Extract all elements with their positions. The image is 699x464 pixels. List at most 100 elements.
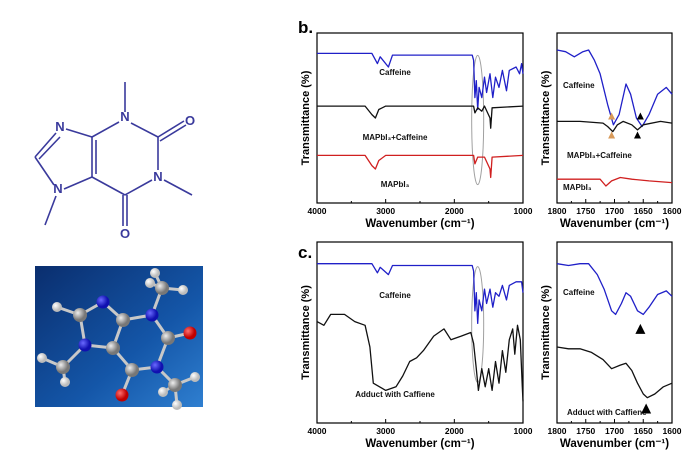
series-line-0: [317, 263, 524, 325]
atom-label-n: N: [120, 109, 129, 124]
chart-b-zoom: 1800 1750 1700 1650 1600 Wavenumber (cm⁻¹) Tra…: [540, 32, 682, 230]
peak-marker-triangle: [641, 403, 652, 414]
x-tick-label: 1800: [548, 426, 567, 436]
series-label: Adduct with Caffiene: [567, 408, 647, 417]
series-line-2: [317, 154, 524, 179]
y-axis-label: Transmittance (%): [540, 285, 552, 380]
series-line-1: [317, 105, 524, 129]
chart-c: 4000 3000 2000 1000 Wavenumber (cm⁻¹) Transmi…: [300, 241, 533, 450]
x-tick-label: 3000: [376, 426, 395, 436]
x-tick-label: 1650: [634, 426, 653, 436]
x-tick-label: 1000: [514, 206, 533, 216]
atom-label-o: O: [185, 113, 195, 128]
series-line-1: [316, 313, 524, 402]
series-label: MAPbI₃+Caffeine: [567, 151, 632, 160]
peak-marker-triangle: [636, 112, 644, 120]
series-line-0: [556, 49, 673, 128]
model-atom-n: [150, 360, 164, 374]
x-tick-label: 1600: [663, 426, 682, 436]
model-atom-c: [155, 281, 169, 295]
model-atom-h: [52, 302, 62, 312]
x-tick-label: 1700: [605, 426, 624, 436]
series-label: Caffeine: [379, 291, 411, 300]
highlight-ellipse: [471, 54, 485, 186]
model-atom-c: [106, 341, 120, 355]
chart-c-zoom: 1800 1750 1700 1650 1600 Wavenumber (cm⁻¹) Tra…: [540, 241, 682, 450]
series-label: MAPbI₃: [563, 183, 592, 192]
caffeine-structure-2d: [34, 82, 193, 226]
peak-marker-triangle: [608, 112, 616, 120]
y-axis-label: Transmittance (%): [300, 70, 312, 165]
series-line-1: [557, 120, 673, 133]
peak-marker-triangle: [635, 323, 646, 334]
model-atom-c: [168, 378, 182, 392]
series-label: Caffeine: [563, 288, 595, 297]
bond: [65, 128, 93, 138]
atom-label-o: O: [120, 226, 130, 241]
model-atom-o: [183, 326, 197, 340]
double-bond: [38, 136, 61, 160]
plot-frame: [316, 32, 524, 204]
x-tick-label: 2000: [445, 206, 464, 216]
bond: [91, 121, 120, 138]
x-axis-label: Wavenumber (cm⁻¹): [365, 218, 474, 230]
peak-marker-triangle: [634, 131, 641, 139]
series-line-0: [317, 52, 524, 111]
series-line-0: [556, 263, 673, 316]
series-label: MAPbI₃+Caffeine: [363, 133, 428, 142]
model-atom-n: [78, 338, 92, 352]
x-tick-label: 1000: [514, 426, 533, 436]
y-axis-label: Transmittance (%): [300, 285, 312, 380]
carbonyl-bond: [157, 120, 185, 138]
x-tick-label: 1750: [576, 206, 595, 216]
series-line-2: [557, 176, 673, 187]
x-tick-label: 2000: [445, 426, 464, 436]
x-tick-label: 1600: [663, 206, 682, 216]
atom-label-n: N: [153, 169, 162, 184]
model-atom-h: [172, 400, 182, 410]
y-axis-label: Transmittance (%): [540, 70, 552, 165]
model-atom-o: [115, 388, 129, 402]
caffeine-ball-and-stick-model: [35, 266, 203, 410]
model-atom-h: [60, 377, 70, 387]
atom-label-n: N: [55, 119, 64, 134]
x-tick-label: 3000: [376, 206, 395, 216]
peak-marker-triangle: [608, 131, 616, 139]
carbonyl-bond: [159, 124, 187, 142]
x-tick-label: 1650: [634, 206, 653, 216]
methyl-bond: [44, 195, 57, 226]
series-label: Caffeine: [379, 68, 411, 77]
x-axis-label: Wavenumber (cm⁻¹): [365, 438, 474, 450]
model-atom-h: [145, 278, 155, 288]
x-tick-label: 1700: [605, 206, 624, 216]
model-atom-n: [145, 308, 159, 322]
x-tick-label: 4000: [308, 426, 327, 436]
model-atom-c: [116, 313, 130, 327]
bond: [63, 176, 93, 190]
series-label: Caffeine: [563, 81, 595, 90]
bond: [91, 176, 126, 196]
plot-frame: [556, 241, 673, 424]
model-atom-h: [37, 353, 47, 363]
model-atom-c: [73, 308, 87, 322]
model-atom-c: [56, 360, 70, 374]
model-atom-n: [96, 295, 110, 309]
model-atom-h: [178, 285, 188, 295]
series-line-1: [556, 346, 673, 399]
double-bond: [34, 132, 57, 158]
model-atom-h: [150, 268, 160, 278]
x-axis-label: Wavenumber (cm⁻¹): [560, 218, 669, 230]
model-atom-c: [161, 331, 175, 345]
x-tick-label: 4000: [308, 206, 327, 216]
chart-b: 4000 3000 2000 1000 Wavenumber (cm⁻¹) Transmi…: [300, 32, 533, 230]
bond: [124, 179, 153, 196]
series-label: Adduct with Caffiene: [355, 390, 435, 399]
plot-frame: [556, 32, 673, 204]
panel-label-c: c.: [298, 243, 312, 262]
x-tick-label: 1800: [548, 206, 567, 216]
bond: [34, 156, 55, 186]
x-axis-label: Wavenumber (cm⁻¹): [560, 438, 669, 450]
atom-label-n: N: [53, 181, 62, 196]
